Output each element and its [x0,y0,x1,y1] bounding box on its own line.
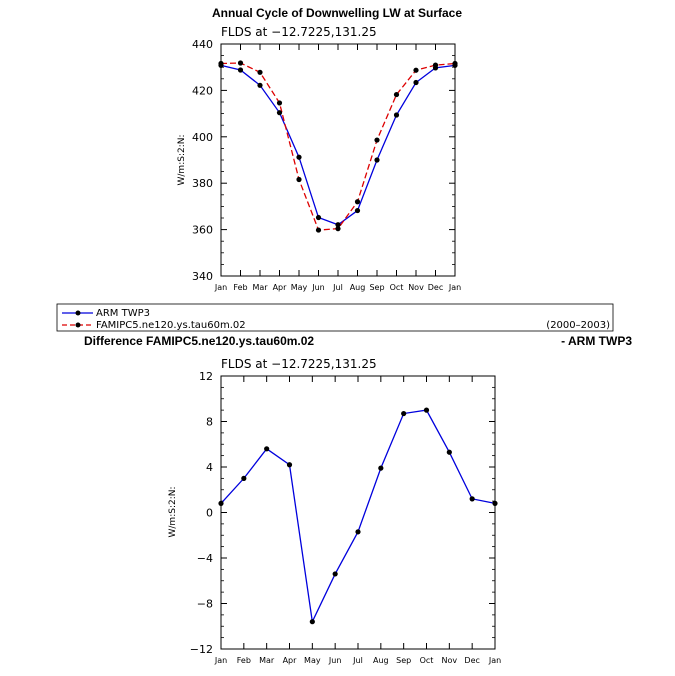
data-point [393,112,400,118]
data-point [264,446,270,452]
data-point [218,500,224,506]
data-point [276,110,283,116]
x-tick-label: Nov [442,656,458,665]
y-tick-label: −8 [197,598,213,611]
x-tick-label: Jul [332,283,343,292]
data-point [241,475,247,481]
chart2-plot-frame [220,375,496,650]
legend-frame [56,303,614,332]
x-tick-label: Sep [369,283,384,292]
y-tick-label: 8 [206,416,213,429]
y-tick-label: 360 [192,224,213,237]
data-point [492,500,498,506]
x-tick-label: Jun [328,656,342,665]
data-point [393,91,400,98]
chart1-title: Annual Cycle of Downwelling LW at Surfac… [212,6,462,20]
data-point [413,67,419,73]
x-tick-label: Jan [214,283,227,292]
data-point [446,449,452,455]
legend-marker-model [75,322,81,328]
x-tick-label: Feb [237,656,251,665]
y-tick-label: 12 [199,370,213,383]
data-point [296,176,302,183]
y-tick-label: −12 [190,643,213,656]
data-point [286,462,293,468]
data-point [469,496,475,502]
data-point [413,79,419,86]
x-tick-label: Mar [252,283,268,292]
chart1-legend: ARM TWP3 FAMIPC5.ne120.ys.tau60m.02 (200… [56,303,614,332]
data-point [432,62,439,68]
chart2-title: Difference FAMIPC5.ne120.ys.tau60m.02 [84,334,314,348]
data-point [335,226,341,232]
data-point [423,407,430,413]
data-point [237,60,244,66]
data-point [354,199,361,205]
data-point [401,410,407,417]
data-point [332,571,338,577]
chart2-subtitle: FLDS at −12.7225,131.25 [221,357,377,371]
x-tick-label: Apr [283,656,298,665]
y-tick-label: 4 [206,461,213,474]
x-tick-label: May [304,656,321,665]
chart1-y-axis-label: W/m:S:2:N: [177,135,187,186]
x-tick-label: Dec [464,656,479,665]
chart2-title-right: - ARM TWP3 [561,334,632,348]
data-point [237,67,244,73]
data-point [315,227,322,233]
x-tick-label: Aug [350,283,366,292]
data-point [315,214,322,221]
x-tick-label: Jun [311,283,325,292]
x-tick-label: Jan [214,656,227,665]
x-tick-label: Mar [259,656,275,665]
x-tick-label: Jan [488,656,501,665]
data-point [257,69,263,75]
x-tick-label: Oct [390,283,404,292]
data-point [276,100,283,106]
y-tick-label: 0 [206,507,213,520]
y-tick-label: 400 [192,131,213,144]
x-tick-label: Jul [352,656,363,665]
x-tick-label: Oct [420,656,434,665]
x-tick-label: Feb [233,283,247,292]
annual-cycle-chart: Annual Cycle of Downwelling LW at Surfac… [177,6,462,292]
legend-label-model: FAMIPC5.ne120.ys.tau60m.02 [96,320,246,331]
data-point [374,137,380,143]
legend-label-arm: ARM TWP3 [96,308,150,319]
data-point [218,60,224,67]
chart1-plot-frame [220,43,456,277]
series-line-1 [220,62,456,231]
data-point [378,465,384,471]
x-tick-label: Sep [396,656,411,665]
x-tick-label: Apr [273,283,288,292]
y-tick-label: −4 [197,552,213,565]
data-point [296,154,302,160]
x-tick-label: Aug [373,656,389,665]
data-point [374,157,380,163]
difference-chart: Difference FAMIPC5.ne120.ys.tau60m.02 - … [84,334,632,665]
data-point [335,222,341,228]
y-tick-label: 420 [192,84,213,97]
series-line-0 [220,409,496,624]
data-point [309,619,315,625]
x-tick-label: Jan [448,283,461,292]
data-point [355,529,361,535]
chart1-subtitle: FLDS at −12.7225,131.25 [221,25,377,39]
x-tick-label: Nov [408,283,424,292]
y-tick-label: 380 [192,177,213,190]
legend-marker-arm [75,310,81,316]
series-line-0 [220,64,456,226]
y-tick-label: 340 [192,270,213,283]
data-point [354,207,361,214]
data-point [452,60,458,67]
chart2-y-axis-label: W/m:S:2:N: [168,487,178,538]
y-tick-label: 440 [192,38,213,51]
data-point [257,82,263,88]
x-tick-label: Dec [428,283,443,292]
x-tick-label: May [291,283,308,292]
legend-period: (2000–2003) [546,320,610,331]
